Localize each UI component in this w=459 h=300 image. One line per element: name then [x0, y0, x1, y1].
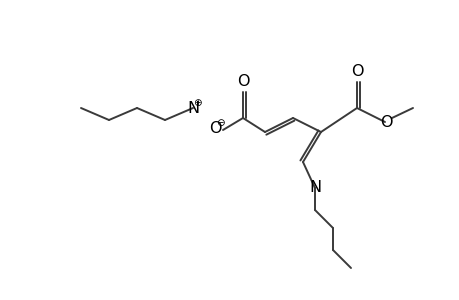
Text: $\ominus$: $\ominus$: [216, 116, 225, 128]
Text: O: O: [379, 115, 392, 130]
Text: N: N: [186, 100, 199, 116]
Text: N: N: [308, 181, 320, 196]
Text: O: O: [236, 74, 249, 88]
Text: $\oplus$: $\oplus$: [193, 97, 202, 107]
Text: O: O: [350, 64, 363, 79]
Text: O: O: [208, 121, 221, 136]
